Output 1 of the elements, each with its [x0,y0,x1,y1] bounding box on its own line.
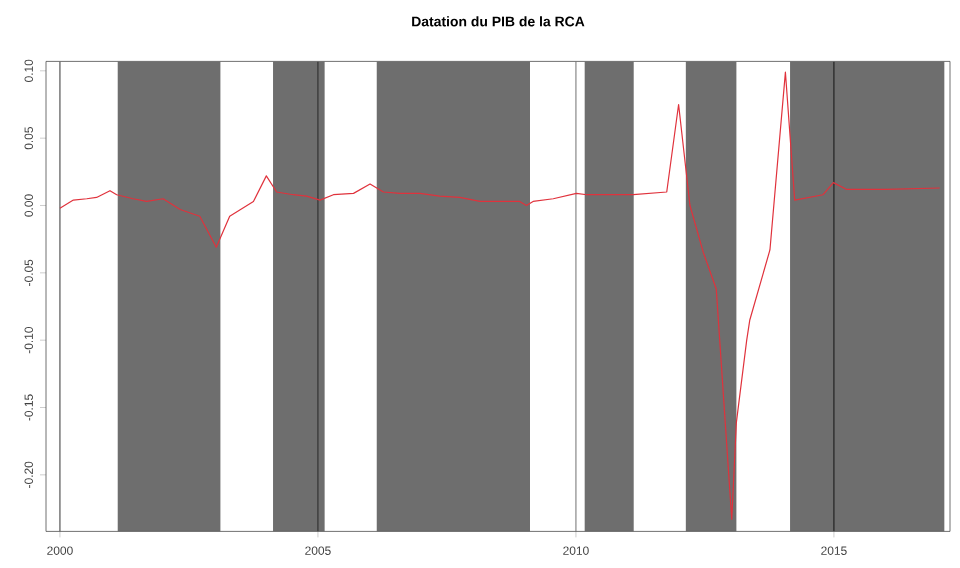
line-series [59,71,941,520]
